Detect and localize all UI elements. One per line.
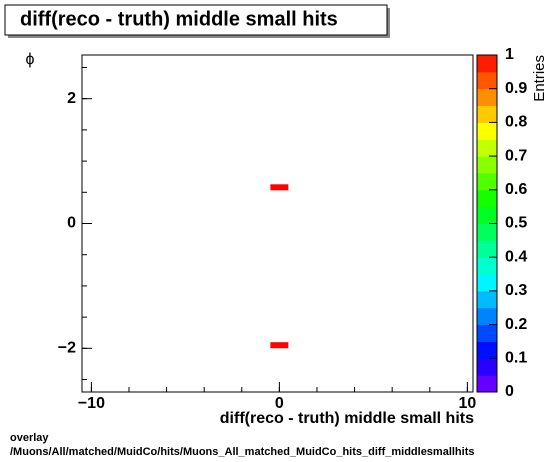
z-tick-label: 0.5: [505, 215, 527, 232]
chart-title: diff(reco - truth) middle small hits: [20, 8, 338, 30]
palette-band: [477, 55, 497, 73]
x-tick-label: −10: [78, 395, 105, 412]
palette-band: [477, 122, 497, 140]
palette-band: [477, 105, 497, 123]
palette-band: [477, 341, 497, 359]
heat-cell: [270, 342, 289, 349]
z-tick-label: 0.9: [505, 80, 527, 97]
palette-band: [477, 324, 497, 342]
x-axis-label: diff(reco - truth) middle small hits: [220, 410, 474, 427]
z-tick-label: 0.6: [505, 181, 527, 198]
y-tick-label: −2: [58, 340, 76, 357]
palette-band: [477, 375, 497, 393]
footer-line: overlay: [10, 432, 49, 444]
palette-band: [477, 307, 497, 326]
footer-line: /Muons/All/matched/MuidCo/hits/Muons_All…: [10, 446, 475, 458]
z-tick-label: 0: [505, 383, 514, 400]
y-axis-label: ϕ: [26, 51, 35, 68]
palette-band: [477, 172, 497, 191]
title-box: [4, 4, 388, 36]
palette-band: [477, 257, 497, 275]
palette-band: [477, 88, 497, 107]
z-tick-label: 0.4: [505, 248, 527, 265]
palette-band: [477, 274, 497, 292]
palette-band: [477, 139, 497, 157]
palette-band: [477, 240, 497, 258]
palette-band: [477, 189, 497, 208]
palette-band: [477, 71, 497, 90]
palette-band: [477, 358, 497, 376]
palette-band: [477, 223, 497, 241]
palette-band: [477, 290, 497, 309]
x-tick-label: 10: [458, 395, 476, 412]
z-tick-label: 0.2: [505, 316, 527, 333]
y-tick-label: 0: [67, 215, 76, 232]
palette-band: [477, 156, 497, 174]
heat-cell: [270, 184, 289, 191]
z-tick-label: 0.8: [505, 114, 527, 131]
z-tick-label: 0.1: [505, 350, 527, 367]
z-tick-label: 0.3: [505, 282, 527, 299]
z-tick-label: 1: [505, 46, 514, 63]
plot-frame: [81, 54, 474, 393]
palette-band: [477, 206, 497, 224]
y-tick-label: 2: [67, 90, 76, 107]
z-axis-label: Entries: [531, 55, 546, 102]
x-tick-label: 0: [275, 395, 284, 412]
z-tick-label: 0.7: [505, 147, 527, 164]
